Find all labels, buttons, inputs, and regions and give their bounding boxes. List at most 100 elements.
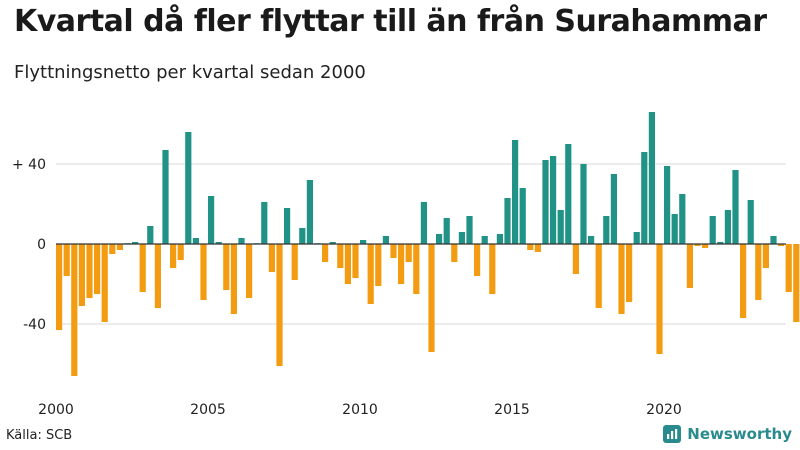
bar <box>557 210 564 244</box>
bar <box>603 216 610 244</box>
bar <box>398 244 405 284</box>
bar <box>230 244 237 314</box>
bar <box>322 244 329 262</box>
bar <box>641 152 648 244</box>
bar <box>686 244 693 288</box>
bar <box>154 244 161 308</box>
bar <box>268 244 275 272</box>
bar <box>580 164 587 244</box>
bar <box>610 174 617 244</box>
bar <box>405 244 412 262</box>
y-tick-label: + 40 <box>12 157 46 173</box>
bar <box>223 244 230 290</box>
gridlines <box>56 163 786 325</box>
bar <box>489 244 496 294</box>
bar <box>101 244 108 322</box>
bar <box>785 244 792 292</box>
bar <box>78 244 85 306</box>
chart-subtitle: Flyttningsnetto per kvartal sedan 2000 <box>14 62 366 83</box>
bar <box>367 244 374 304</box>
bar <box>770 236 777 244</box>
bar <box>329 242 336 244</box>
bar <box>177 244 184 260</box>
bar <box>291 244 298 280</box>
bar <box>633 232 640 244</box>
bar <box>504 198 511 244</box>
x-tick-label: 2005 <box>190 402 226 418</box>
brand-name: Newsworthy <box>687 425 792 443</box>
y-axis-ticks: + 40 0 -40 <box>12 157 46 333</box>
bar <box>565 144 572 244</box>
bar <box>299 228 306 244</box>
bar <box>648 112 655 244</box>
bar <box>390 244 397 258</box>
bar <box>238 238 245 244</box>
bar <box>717 242 724 244</box>
brand-logo: Newsworthy <box>663 425 792 443</box>
newsworthy-logo-icon <box>663 425 682 443</box>
bar <box>458 232 465 244</box>
bar <box>496 234 503 244</box>
bar <box>63 244 70 276</box>
bar <box>747 200 754 244</box>
bar <box>200 244 207 300</box>
bar <box>428 244 435 352</box>
bar <box>420 202 427 244</box>
bar <box>436 234 443 244</box>
bar <box>481 236 488 244</box>
bar <box>147 226 154 244</box>
chart-title: Kvartal då fler flyttar till än från Sur… <box>14 4 767 39</box>
bar <box>550 156 557 244</box>
bar <box>534 244 541 252</box>
bar <box>527 244 534 250</box>
bar <box>626 244 633 302</box>
y-tick-label: -40 <box>23 317 46 333</box>
bar <box>284 208 291 244</box>
bar <box>215 242 222 244</box>
bar <box>474 244 481 276</box>
bar <box>679 194 686 244</box>
bar <box>656 244 663 354</box>
bar <box>337 244 344 268</box>
x-tick-label: 2010 <box>342 402 378 418</box>
bars <box>56 112 800 376</box>
bar <box>306 180 313 244</box>
bar <box>519 188 526 244</box>
bar <box>762 244 769 268</box>
source-note: Källa: SCB <box>6 428 73 443</box>
bar <box>618 244 625 314</box>
bar <box>664 166 671 244</box>
y-tick-label: 0 <box>37 237 46 253</box>
bar <box>671 214 678 244</box>
bar <box>170 244 177 268</box>
bar <box>466 216 473 244</box>
bar <box>588 236 595 244</box>
bar <box>702 244 709 248</box>
bar <box>132 242 139 244</box>
bar <box>755 244 762 300</box>
x-tick-label: 2000 <box>38 402 74 418</box>
x-axis-ticks: 2000 2005 2010 2015 2020 <box>38 402 682 418</box>
bar <box>162 150 169 244</box>
bar <box>709 216 716 244</box>
bar <box>778 244 785 246</box>
bar <box>116 244 123 250</box>
bar <box>246 244 253 298</box>
bar <box>71 244 78 376</box>
bar <box>185 132 192 244</box>
bar <box>86 244 93 298</box>
bar <box>192 238 199 244</box>
bar <box>276 244 283 366</box>
bar <box>542 160 549 244</box>
bar <box>694 244 701 246</box>
x-tick-label: 2020 <box>646 402 682 418</box>
bar <box>261 202 268 244</box>
bar <box>109 244 116 254</box>
bar <box>724 210 731 244</box>
bar <box>732 170 739 244</box>
x-tick-label: 2015 <box>494 402 530 418</box>
bar <box>94 244 101 294</box>
bar <box>382 236 389 244</box>
bar <box>595 244 602 308</box>
